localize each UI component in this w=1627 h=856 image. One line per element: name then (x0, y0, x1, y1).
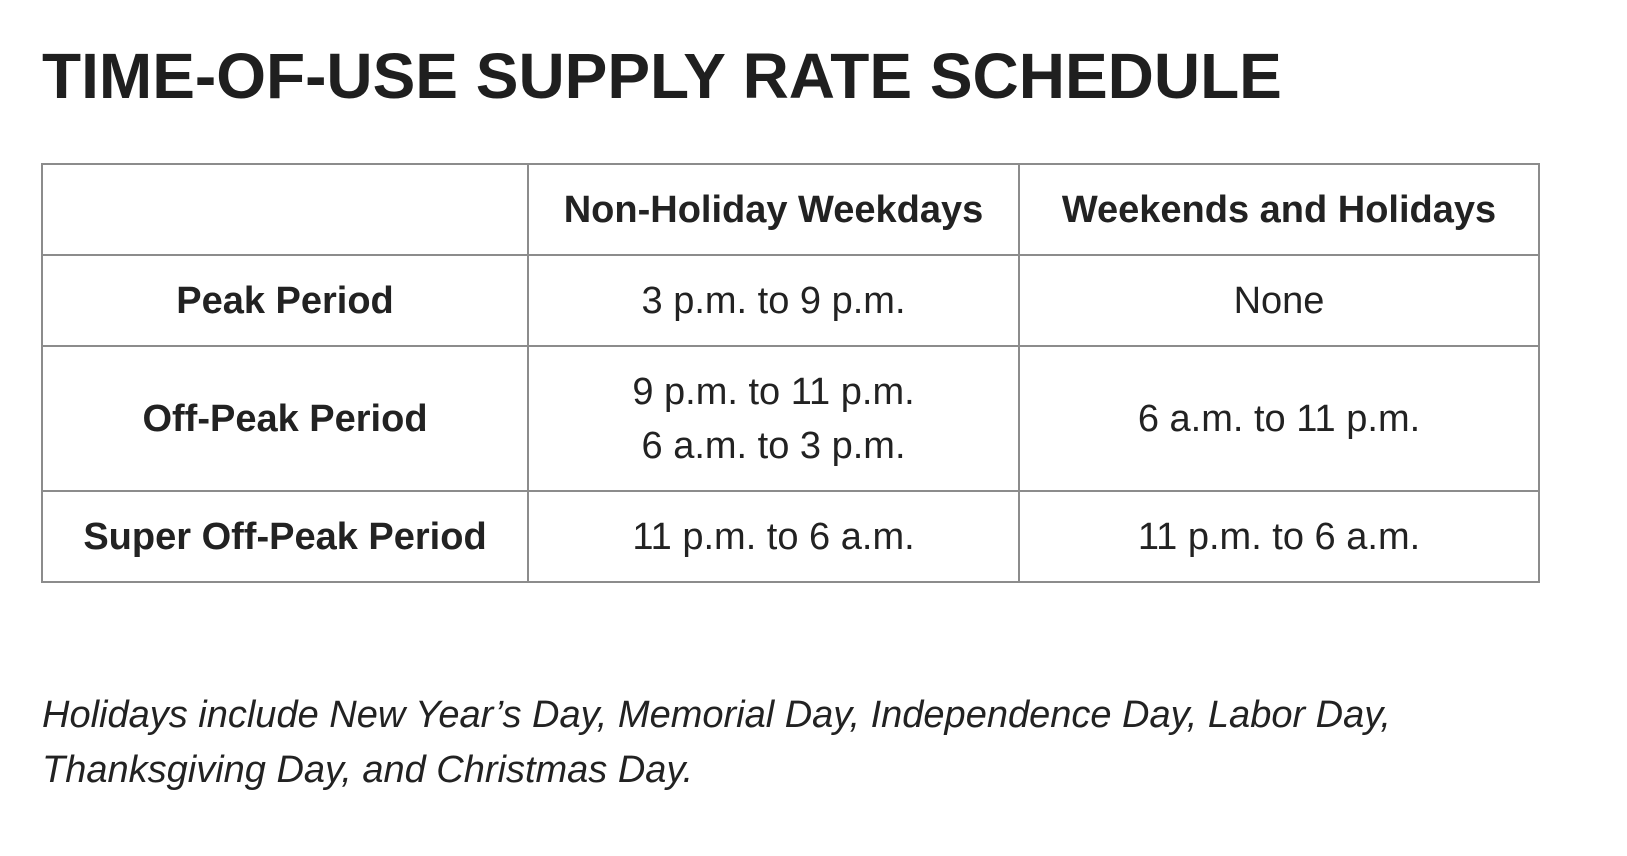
header-non-holiday-weekdays: Non-Holiday Weekdays (527, 163, 1020, 256)
cell-off-peak-weekdays: 9 p.m. to 11 p.m. 6 a.m. to 3 p.m. (527, 345, 1020, 492)
holidays-footnote: Holidays include New Year’s Day, Memoria… (42, 688, 1542, 798)
cell-text: 6 a.m. to 11 p.m. (1137, 397, 1421, 440)
header-cell-empty (41, 163, 529, 256)
cell-text: 9 p.m. to 11 p.m. (632, 370, 915, 413)
cell-super-off-peak-weekdays: 11 p.m. to 6 a.m. (527, 490, 1020, 583)
cell-peak-weekdays: 3 p.m. to 9 p.m. (527, 254, 1020, 347)
page-title: TIME-OF-USE SUPPLY RATE SCHEDULE (42, 40, 1282, 112)
cell-text: 6 a.m. to 3 p.m. (641, 424, 906, 467)
cell-text: None (1233, 279, 1325, 322)
rate-schedule-table: Non-Holiday Weekdays Weekends and Holida… (41, 163, 1540, 583)
table-row-super-off-peak: Super Off-Peak Period 11 p.m. to 6 a.m. … (41, 490, 1540, 583)
cell-super-off-peak-weekends: 11 p.m. to 6 a.m. (1018, 490, 1540, 583)
footnote-line-1: Holidays include New Year’s Day, Memoria… (42, 694, 1391, 736)
header-weekends-and-holidays: Weekends and Holidays (1018, 163, 1540, 256)
footnote-line-2: Thanksgiving Day, and Christmas Day. (42, 749, 694, 791)
table-row-peak: Peak Period 3 p.m. to 9 p.m. None (41, 254, 1540, 347)
row-label-super-off-peak-period: Super Off-Peak Period (41, 490, 529, 583)
cell-peak-weekends: None (1018, 254, 1540, 347)
table-row-off-peak: Off-Peak Period 9 p.m. to 11 p.m. 6 a.m.… (41, 345, 1540, 492)
cell-off-peak-weekends: 6 a.m. to 11 p.m. (1018, 345, 1540, 492)
table-header-row: Non-Holiday Weekdays Weekends and Holida… (41, 163, 1540, 256)
row-label-off-peak-period: Off-Peak Period (41, 345, 529, 492)
cell-text: 11 p.m. to 6 a.m. (632, 515, 915, 558)
cell-text: 11 p.m. to 6 a.m. (1137, 515, 1421, 558)
row-label-peak-period: Peak Period (41, 254, 529, 347)
cell-text: 3 p.m. to 9 p.m. (641, 279, 906, 322)
